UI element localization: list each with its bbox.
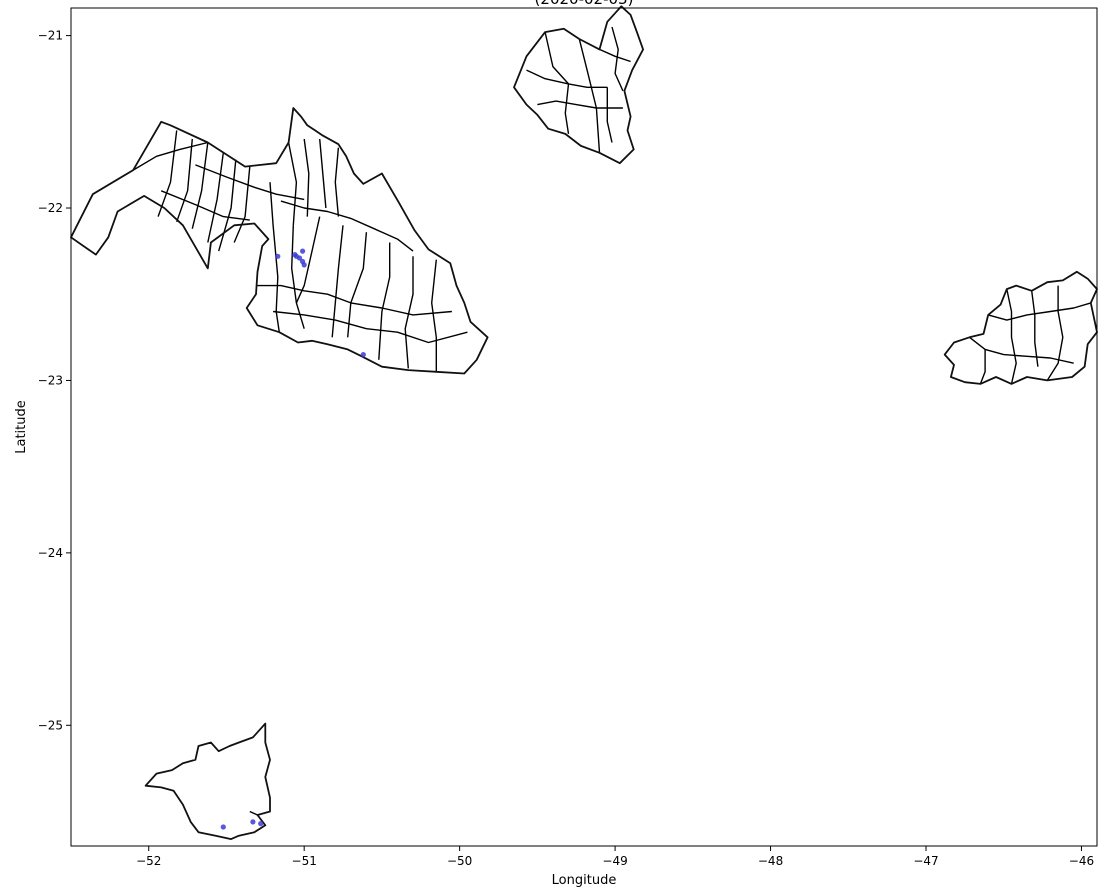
x-tick-label: −50: [447, 854, 472, 868]
data-point: [220, 824, 226, 830]
region-boundary-line: [280, 200, 414, 252]
region-boundary-line: [191, 142, 209, 229]
data-point: [300, 248, 306, 254]
region-north-cluster: [513, 5, 644, 165]
region-boundary-line: [334, 147, 340, 217]
x-tick-label: −46: [1069, 854, 1094, 868]
region-outline: [943, 270, 1098, 385]
region-west-cluster: [70, 107, 489, 375]
region-boundary-line: [1006, 288, 1017, 385]
region-boundary-line: [611, 26, 624, 92]
chart-title: (2020-02-03): [535, 0, 634, 8]
region-boundary-line: [287, 142, 298, 226]
region-outline: [144, 722, 271, 840]
region-boundary-line: [1046, 285, 1064, 381]
region-boundary-line: [132, 141, 208, 171]
region-boundary-line: [404, 256, 414, 369]
data-point: [301, 262, 307, 268]
region-boundary-line: [269, 182, 280, 333]
y-tick-label: −25: [38, 718, 63, 732]
data-point: [360, 352, 366, 358]
region-boundary-line: [578, 38, 601, 153]
region-outline: [70, 107, 489, 375]
x-tick-label: −47: [913, 854, 938, 868]
region-boundary-line: [233, 166, 251, 243]
plot-area: [70, 5, 1098, 847]
region-boundary-line: [378, 242, 391, 360]
data-point: [275, 253, 281, 259]
y-tick-label: −21: [38, 29, 63, 43]
data-point: [250, 819, 256, 825]
x-tick-label: −52: [136, 854, 161, 868]
region-boundary-line: [195, 164, 305, 201]
x-tick-label: −48: [758, 854, 783, 868]
region-boundary-line: [207, 152, 224, 243]
region-boundary-line: [606, 87, 613, 143]
region-boundary-line: [319, 138, 327, 209]
region-east-cluster: [943, 270, 1098, 385]
x-axis: −52 −51 −50 −49 −48 −47 −46: [136, 846, 1094, 868]
x-tick-label: −49: [602, 854, 627, 868]
y-axis-title: Latitude: [14, 400, 29, 454]
data-point: [296, 255, 303, 261]
region-boundary-line: [988, 302, 1092, 321]
region-boundary-line: [295, 216, 321, 304]
region-boundary-line: [537, 100, 623, 109]
region-boundary-line: [303, 138, 310, 217]
region-boundary-line: [979, 349, 986, 385]
region-boundary-line: [599, 48, 631, 63]
y-tick-label: −24: [38, 546, 63, 560]
region-boundary-line: [157, 130, 178, 217]
y-axis: −21 −22 −23 −24 −25: [38, 29, 71, 732]
region-boundary-line: [249, 810, 258, 816]
region-boundary-line: [218, 159, 237, 252]
x-axis-title: Longitude: [552, 873, 617, 888]
region-boundary-line: [273, 310, 468, 344]
region-boundary-line: [176, 138, 193, 223]
plot-frame: [70, 7, 1098, 847]
point-layer: [220, 248, 366, 830]
data-point: [258, 821, 264, 827]
region-south-cluster: [144, 722, 271, 840]
region-boundary-line: [544, 31, 570, 85]
y-tick-label: −23: [38, 373, 63, 387]
region-boundary-line: [160, 190, 250, 221]
region-layer: [70, 5, 1098, 840]
region-outline: [513, 5, 644, 165]
region-boundary-line: [291, 225, 305, 329]
region-boundary-line: [257, 284, 452, 316]
y-tick-label: −22: [38, 201, 63, 215]
region-boundary-line: [431, 259, 437, 372]
region-boundary-line: [526, 69, 608, 89]
region-boundary-line: [1031, 290, 1039, 367]
x-tick-label: −51: [292, 854, 317, 868]
region-boundary-line: [347, 232, 368, 338]
region-boundary-line: [564, 83, 570, 135]
